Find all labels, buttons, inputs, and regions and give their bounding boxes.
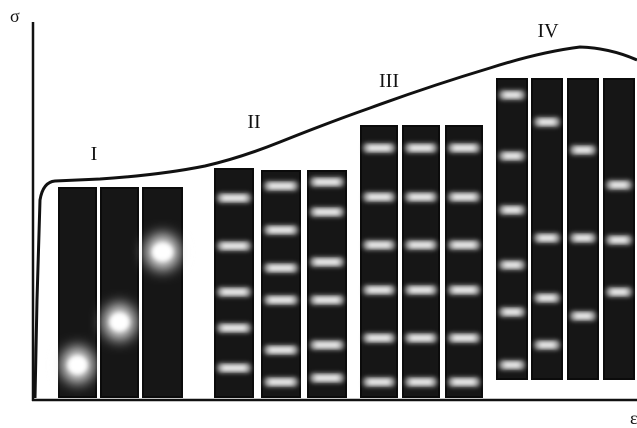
image-strip <box>496 78 528 380</box>
bright-band-core <box>453 145 475 151</box>
strip-texture <box>447 127 481 396</box>
stage-label: I <box>91 143 98 165</box>
bright-band-core <box>453 194 475 200</box>
stage-label: III <box>379 70 399 92</box>
image-strip <box>142 187 183 398</box>
image-strip <box>307 170 347 398</box>
bright-band-core <box>575 147 591 153</box>
strip-texture <box>404 127 438 396</box>
bright-band-core <box>410 242 432 248</box>
strip-texture <box>362 127 396 396</box>
bright-band-core <box>504 309 520 315</box>
bright-band-core <box>539 342 555 348</box>
strip-texture <box>533 80 561 378</box>
bright-band-core <box>368 242 390 248</box>
image-panels <box>58 78 635 398</box>
strip-texture <box>498 80 526 378</box>
bright-band-core <box>453 335 475 341</box>
bright-band-core <box>504 92 520 98</box>
bright-band-core <box>410 145 432 151</box>
image-strip <box>445 125 483 398</box>
y-axis-label: σ <box>10 6 20 26</box>
bright-band-core <box>269 379 293 385</box>
bright-band-core <box>269 297 293 303</box>
image-strip <box>261 170 301 398</box>
bright-band-core <box>504 362 520 368</box>
image-strip <box>58 187 97 398</box>
bright-band-core <box>269 183 293 189</box>
strip-texture <box>216 170 252 396</box>
bright-band-core <box>504 153 520 159</box>
bright-band-core <box>269 347 293 353</box>
bright-core <box>109 313 130 331</box>
bright-band-core <box>410 335 432 341</box>
bright-band-core <box>539 119 555 125</box>
bright-band-core <box>611 182 627 188</box>
strip-texture <box>144 189 181 396</box>
bright-band-core <box>504 207 520 213</box>
image-strip <box>402 125 440 398</box>
bright-band-core <box>410 194 432 200</box>
bright-band-core <box>315 297 339 303</box>
bright-band-core <box>315 209 339 215</box>
bright-band-core <box>222 365 246 371</box>
bright-core <box>67 356 88 374</box>
image-strip <box>214 168 254 398</box>
bright-band-core <box>368 287 390 293</box>
bright-band-core <box>222 325 246 331</box>
bright-band-core <box>504 262 520 268</box>
bright-band-core <box>453 242 475 248</box>
strip-texture <box>102 189 137 396</box>
image-strip <box>603 78 635 380</box>
bright-band-core <box>611 237 627 243</box>
bright-band-core <box>575 235 591 241</box>
image-strip <box>531 78 563 380</box>
stage-label: IV <box>537 20 559 42</box>
bright-band-core <box>315 375 339 381</box>
strip-texture <box>569 80 597 378</box>
bright-band-core <box>410 379 432 385</box>
bright-band-core <box>269 265 293 271</box>
bright-core <box>152 243 173 261</box>
bright-band-core <box>368 194 390 200</box>
bright-band-core <box>611 289 627 295</box>
strip-texture <box>309 172 345 396</box>
strip-texture <box>605 80 633 378</box>
bright-band-core <box>315 342 339 348</box>
bright-band-core <box>222 243 246 249</box>
bright-band-core <box>410 287 432 293</box>
bright-band-core <box>453 287 475 293</box>
strip-texture <box>263 172 299 396</box>
bright-band-core <box>575 313 591 319</box>
bright-band-core <box>368 145 390 151</box>
bright-band-core <box>539 295 555 301</box>
bright-band-core <box>269 227 293 233</box>
bright-band-core <box>539 235 555 241</box>
bright-band-core <box>315 179 339 185</box>
bright-band-core <box>368 335 390 341</box>
image-strip <box>567 78 599 380</box>
stress-strain-curve <box>33 45 637 399</box>
x-axis-label: ε <box>630 408 637 428</box>
image-strip <box>100 187 139 398</box>
stage-label: II <box>247 111 260 133</box>
bright-band-core <box>222 195 246 201</box>
image-strip <box>360 125 398 398</box>
bright-band-core <box>315 259 339 265</box>
bright-band-core <box>368 379 390 385</box>
bright-band-core <box>222 289 246 295</box>
bright-band-core <box>453 379 475 385</box>
